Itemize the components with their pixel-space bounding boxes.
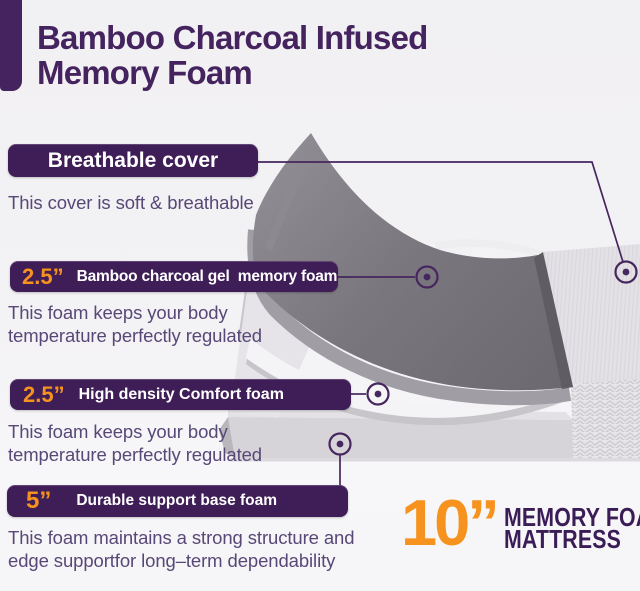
accent-bar xyxy=(0,0,22,91)
callout-line-1 xyxy=(258,161,624,263)
title-line-2: Memory Foam xyxy=(37,54,253,91)
base-foam-badge: 5” Durable support base foam xyxy=(7,485,348,517)
cover-side-knit xyxy=(571,379,640,458)
gel-memory-foam-description: This foam keeps your body temperature pe… xyxy=(8,301,262,347)
badge-label: Durable support base foam xyxy=(76,492,278,509)
callout-marker-1 xyxy=(614,260,638,284)
callout-marker-2 xyxy=(415,265,439,289)
base-foam-front xyxy=(228,417,573,458)
description-line: temperature perfectly regulated xyxy=(8,444,262,465)
size-chip: 2.5” xyxy=(22,263,64,289)
description-line: This foam keeps your body xyxy=(8,421,228,442)
product-summary: 10” MEMORY FOAM MATTRESS xyxy=(401,486,640,559)
comfort-foam-badge: 2.5” High density Comfort foam xyxy=(10,379,351,410)
badge-label: Bamboo charcoal gel memory foam xyxy=(76,267,338,285)
size-chip: 2.5” xyxy=(23,381,65,407)
memory-foam-left-highlight xyxy=(264,140,318,252)
product-name: MEMORY FOAM MATTRESS xyxy=(504,494,640,552)
description-line: This foam maintains a strong structure a… xyxy=(8,527,355,548)
mattress-cover-top xyxy=(542,244,640,384)
page-title: Bamboo Charcoal Infused Memory Foam xyxy=(37,20,428,90)
callout-marker-4 xyxy=(328,432,352,456)
badge-label: Breathable cover xyxy=(47,148,219,172)
badge-label: High density Comfort foam xyxy=(78,385,284,403)
breathable-cover-badge: Breathable cover xyxy=(8,144,258,177)
base-foam-side xyxy=(219,417,235,458)
breathable-cover-description: This cover is soft & breathable xyxy=(8,191,254,214)
comfort-foam-description: This foam keeps your body temperature pe… xyxy=(8,420,262,466)
product-size: 10” xyxy=(401,486,500,559)
base-foam-description: This foam maintains a strong structure a… xyxy=(8,526,355,572)
gel-memory-foam-badge: 2.5” Bamboo charcoal gel memory foam xyxy=(10,261,338,292)
callout-marker-3 xyxy=(366,382,390,406)
memory-foam-layer xyxy=(252,133,573,391)
product-name-line-2: MATTRESS xyxy=(503,524,621,554)
memory-foam-shadow-wedge xyxy=(534,252,573,389)
description-line: edge supportfor long–term dependability xyxy=(8,550,336,571)
description-line: This foam keeps your body xyxy=(8,302,228,323)
product-name-line-1: MEMORY FOAM xyxy=(503,502,640,532)
comfort-foam-far-edge xyxy=(434,239,543,258)
mattress-ground-shadow xyxy=(230,458,640,462)
description-line: temperature perfectly regulated xyxy=(8,325,262,346)
description-line: This cover is soft & breathable xyxy=(8,192,254,213)
size-chip: 5” xyxy=(26,487,52,514)
title-line-1: Bamboo Charcoal Infused xyxy=(37,19,428,56)
